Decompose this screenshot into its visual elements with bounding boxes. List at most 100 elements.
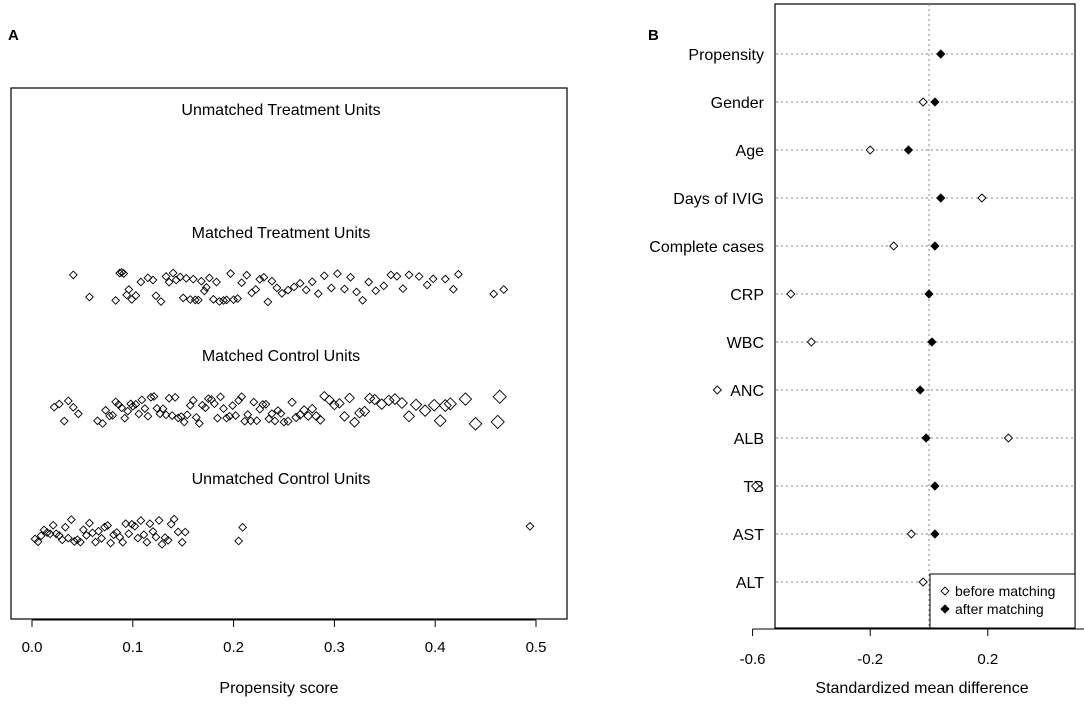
data-point: [148, 275, 158, 285]
data-point: [191, 412, 201, 422]
data-point: [157, 539, 167, 549]
data-point: [359, 405, 371, 418]
x-tick-label: 0.2: [223, 639, 244, 656]
data-point: [85, 518, 94, 528]
data-point: [111, 295, 121, 305]
legend-after-marker: [940, 604, 950, 614]
after-matching-point: [921, 433, 931, 443]
data-point: [252, 416, 262, 426]
data-point: [188, 274, 198, 284]
data-point: [54, 399, 64, 409]
x-tick-label: 0.4: [425, 639, 446, 656]
data-point: [295, 278, 305, 288]
data-point: [166, 519, 176, 529]
data-point: [137, 395, 147, 405]
before-matching-point: [918, 97, 928, 107]
before-matching-point: [918, 577, 928, 587]
data-point: [124, 529, 134, 539]
category-label: Days of IVIG: [673, 191, 764, 208]
data-point: [161, 410, 171, 420]
data-point: [222, 413, 231, 423]
category-label: AST: [733, 527, 764, 544]
data-point: [499, 285, 509, 294]
data-point: [255, 274, 265, 284]
data-point: [118, 537, 128, 547]
data-point: [109, 530, 119, 540]
after-matching-point: [930, 481, 940, 491]
data-point: [307, 277, 317, 287]
category-label: ANC: [730, 383, 764, 400]
data-point: [525, 521, 535, 531]
data-point: [190, 295, 200, 305]
data-point: [142, 537, 152, 547]
data-point: [272, 283, 282, 293]
data-point: [48, 520, 58, 530]
data-point: [291, 412, 301, 423]
data-point: [145, 519, 155, 529]
data-point: [398, 284, 408, 294]
panel-a-x-axis: 0.0 0.1 0.2 0.3 0.4 0.5: [22, 619, 546, 656]
data-point: [324, 394, 335, 406]
x-tick-label: 0.0: [22, 639, 43, 656]
data-point: [167, 411, 177, 421]
panel-a-frame: [10, 87, 568, 620]
data-point: [364, 277, 374, 287]
data-point: [178, 293, 188, 303]
data-point: [117, 403, 127, 413]
data-point: [418, 404, 432, 417]
data-point: [68, 402, 78, 412]
panel-b-category-labels: Propensity Gender Age Days of IVIG Complete …: [649, 47, 764, 592]
data-point: [111, 397, 121, 407]
data-point: [229, 295, 239, 305]
data-point: [468, 416, 483, 431]
after-matching-point: [936, 49, 946, 59]
legend-before-marker: [940, 586, 950, 596]
data-point: [69, 536, 79, 546]
data-point: [175, 272, 185, 282]
data-point: [154, 515, 164, 525]
data-point: [255, 404, 265, 414]
x-tick-label: 0.1: [122, 639, 143, 656]
data-point: [287, 397, 297, 408]
data-point: [458, 392, 473, 406]
data-point: [213, 413, 222, 423]
data-point: [246, 416, 256, 426]
before-matching-point: [865, 145, 875, 155]
before-matching-point: [786, 289, 796, 299]
data-point: [120, 413, 130, 423]
data-point: [81, 530, 91, 540]
data-point: [440, 274, 450, 284]
data-point: [59, 416, 69, 426]
after-matching-point: [930, 241, 940, 251]
data-point: [326, 283, 336, 293]
data-point: [169, 514, 179, 524]
data-point: [270, 416, 280, 426]
panel-label-b: B: [648, 27, 659, 44]
data-point: [196, 276, 206, 286]
data-point: [36, 531, 46, 541]
after-matching-point: [903, 145, 914, 155]
data-point: [438, 398, 452, 413]
data-point: [209, 294, 218, 304]
data-point: [344, 392, 355, 404]
category-label: Propensity: [688, 47, 764, 64]
data-point: [379, 281, 389, 291]
data-point: [33, 537, 43, 547]
after-matching-point: [936, 193, 946, 203]
data-point: [251, 285, 261, 294]
data-point: [91, 537, 100, 547]
data-point: [194, 418, 204, 428]
panel-a-x-label: Propensity score: [219, 680, 338, 697]
after-matching-point: [930, 97, 940, 107]
legend-label: after matching: [955, 601, 1044, 617]
data-point: [490, 414, 505, 430]
data-point: [301, 285, 311, 295]
data-point: [258, 400, 268, 409]
data-point: [315, 414, 326, 425]
data-point: [93, 416, 102, 426]
data-point: [264, 414, 274, 424]
data-point: [106, 538, 116, 548]
data-point: [136, 516, 146, 526]
data-point: [180, 527, 190, 537]
category-label: Age: [736, 143, 765, 160]
